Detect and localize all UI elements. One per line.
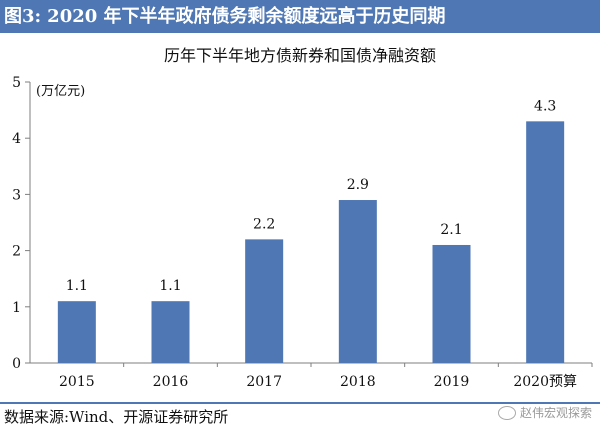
x-tick-label: 2020预算: [513, 374, 577, 390]
y-tick-label: 1: [12, 300, 21, 316]
y-tick-label: 5: [12, 75, 21, 91]
bar: [526, 121, 565, 363]
watermark: 赵伟宏观探索: [497, 404, 592, 421]
data-label: 1.1: [159, 278, 181, 294]
chart-title: 历年下半年地方债新券和国债净融资额: [163, 46, 436, 65]
bar: [432, 244, 471, 363]
bar: [245, 239, 284, 363]
bar: [151, 301, 190, 363]
x-tick-label: 2015: [59, 374, 95, 390]
bar: [57, 301, 96, 363]
y-tick-label: 4: [12, 131, 21, 147]
figure-title: 2020 年下半年政府债务剩余额度远高于历史同期: [47, 6, 446, 27]
bar-chart: 0 1 2 3 4 5 (万亿元) 1.1 2015 1.1 2016 2.2 2017 2.9 2018 2…: [12, 75, 593, 390]
x-tick-label: 2016: [153, 374, 189, 390]
data-label: 2.9: [347, 177, 369, 193]
y-tick-label: 3: [12, 187, 21, 203]
figure-label: 图3:: [4, 6, 42, 27]
source-note: 数据来源:Wind、开源证券研究所: [4, 408, 229, 426]
y-tick-label: 2: [12, 244, 21, 260]
x-tick-label: 2019: [434, 374, 470, 390]
data-label: 1.1: [66, 278, 88, 294]
footer-separator: [0, 402, 600, 404]
wechat-icon: [497, 405, 516, 420]
figure-title-bar: 图3: 2020 年下半年政府债务剩余额度远高于历史同期: [0, 0, 600, 33]
data-label: 2.2: [253, 216, 275, 232]
x-tick-label: 2018: [340, 374, 376, 390]
watermark-text: 赵伟宏观探索: [519, 406, 592, 420]
data-label: 2.1: [440, 222, 462, 238]
data-label: 4.3: [534, 98, 556, 114]
y-axis-label: (万亿元): [36, 84, 85, 99]
x-tick-label: 2017: [246, 374, 282, 390]
bar: [338, 200, 377, 363]
y-tick-label: 0: [12, 356, 21, 372]
